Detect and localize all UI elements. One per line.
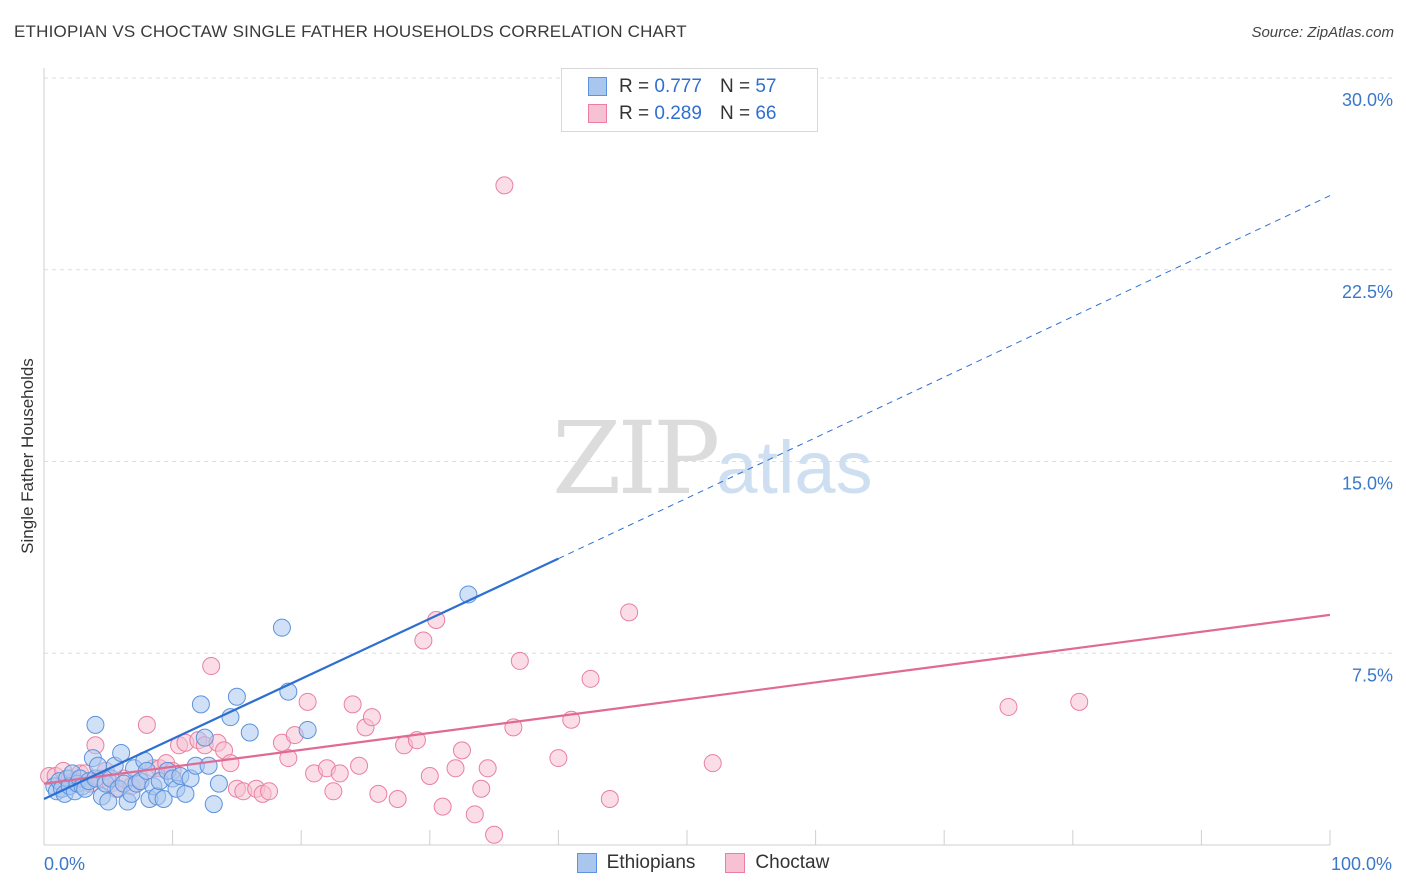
- data-point-ethiopians: [191, 695, 210, 714]
- x-tick-label: 0.0%: [44, 854, 85, 874]
- data-point-ethiopians: [227, 687, 246, 706]
- data-point-choctaw: [343, 695, 362, 714]
- x-tick-label: 100.0%: [1331, 854, 1392, 874]
- data-point-ethiopians: [154, 789, 173, 808]
- data-point-choctaw: [549, 749, 568, 768]
- data-point-ethiopians: [298, 720, 317, 739]
- legend-n-label: N =: [719, 102, 751, 124]
- data-point-choctaw: [420, 766, 439, 785]
- data-point-choctaw: [452, 741, 471, 760]
- trend-line-ethiopians-projection: [558, 195, 1331, 560]
- data-point-choctaw: [495, 176, 514, 195]
- data-point-choctaw: [446, 759, 465, 778]
- legend-row-choctaw: R = 0.289 N = 66: [562, 100, 776, 127]
- data-point-ethiopians: [99, 792, 118, 811]
- legend-swatch-ethiopians: [588, 77, 607, 96]
- trend-line-choctaw: [43, 613, 1331, 785]
- stats-legend: R = 0.777 N = 57 R = 0.289 N = 66: [561, 68, 818, 132]
- legend-n-label: N =: [719, 75, 751, 97]
- data-point-ethiopians: [199, 756, 218, 775]
- data-point-choctaw: [433, 797, 452, 816]
- data-point-choctaw: [465, 805, 484, 824]
- data-point-choctaw: [600, 789, 619, 808]
- data-point-choctaw: [478, 759, 497, 778]
- data-point-choctaw: [260, 782, 279, 801]
- y-tick-label: 30.0%: [1342, 90, 1393, 110]
- data-point-choctaw: [620, 603, 639, 622]
- data-point-choctaw: [388, 789, 407, 808]
- legend-r-label: R =: [619, 102, 650, 124]
- data-point-choctaw: [362, 708, 381, 727]
- y-tick-label: 22.5%: [1342, 282, 1393, 302]
- data-point-choctaw: [510, 651, 529, 670]
- y-tick-label: 7.5%: [1352, 665, 1393, 685]
- data-point-ethiopians: [209, 774, 228, 793]
- data-point-ethiopians: [204, 795, 223, 814]
- legend-n-value: 66: [755, 102, 777, 124]
- data-point-ethiopians: [86, 715, 105, 734]
- data-point-choctaw: [472, 779, 491, 798]
- legend-swatch-choctaw: [725, 853, 746, 873]
- data-point-choctaw: [485, 825, 504, 844]
- watermark-atlas: atlas: [716, 426, 873, 509]
- y-tick-label: 15.0%: [1342, 474, 1393, 494]
- data-point-choctaw: [350, 756, 369, 775]
- data-point-choctaw: [221, 754, 240, 773]
- legend-label-ethiopians: Ethiopians: [606, 852, 696, 873]
- legend-swatch-ethiopians: [576, 853, 597, 873]
- legend-r-value: 0.289: [654, 102, 702, 124]
- data-point-choctaw: [279, 749, 298, 768]
- chart-title: ETHIOPIAN VS CHOCTAW SINGLE FATHER HOUSE…: [14, 22, 687, 41]
- data-point-choctaw: [298, 692, 317, 711]
- data-point-choctaw: [703, 754, 722, 773]
- data-point-choctaw: [330, 764, 349, 783]
- watermark: ZIPatlas: [552, 400, 873, 517]
- data-point-choctaw: [369, 784, 388, 803]
- data-point-choctaw: [324, 782, 343, 801]
- data-point-choctaw: [999, 697, 1018, 716]
- legend-item-choctaw[interactable]: Choctaw: [725, 852, 829, 874]
- source-label: Source: ZipAtlas.com: [1251, 24, 1394, 41]
- data-point-choctaw: [202, 657, 221, 676]
- legend-swatch-choctaw: [588, 104, 607, 123]
- watermark-zip: ZIP: [552, 400, 720, 517]
- data-point-choctaw: [1070, 692, 1089, 711]
- data-point-ethiopians: [112, 743, 131, 762]
- trend-line-ethiopians: [43, 557, 559, 800]
- legend-r-label: R =: [619, 75, 650, 97]
- data-point-choctaw: [414, 631, 433, 650]
- data-point-ethiopians: [176, 784, 195, 803]
- legend-n-value: 57: [755, 75, 777, 97]
- series-legend: Ethiopians Choctaw: [0, 852, 1406, 874]
- legend-row-ethiopians: R = 0.777 N = 57: [562, 73, 776, 100]
- legend-label-choctaw: Choctaw: [755, 852, 830, 873]
- data-point-ethiopians: [272, 618, 291, 637]
- data-point-choctaw: [581, 669, 600, 688]
- data-point-choctaw: [137, 715, 156, 734]
- data-point-ethiopians: [195, 728, 214, 747]
- legend-r-value: 0.777: [654, 75, 702, 97]
- legend-item-ethiopians[interactable]: Ethiopians: [576, 852, 696, 874]
- data-point-ethiopians: [240, 723, 259, 742]
